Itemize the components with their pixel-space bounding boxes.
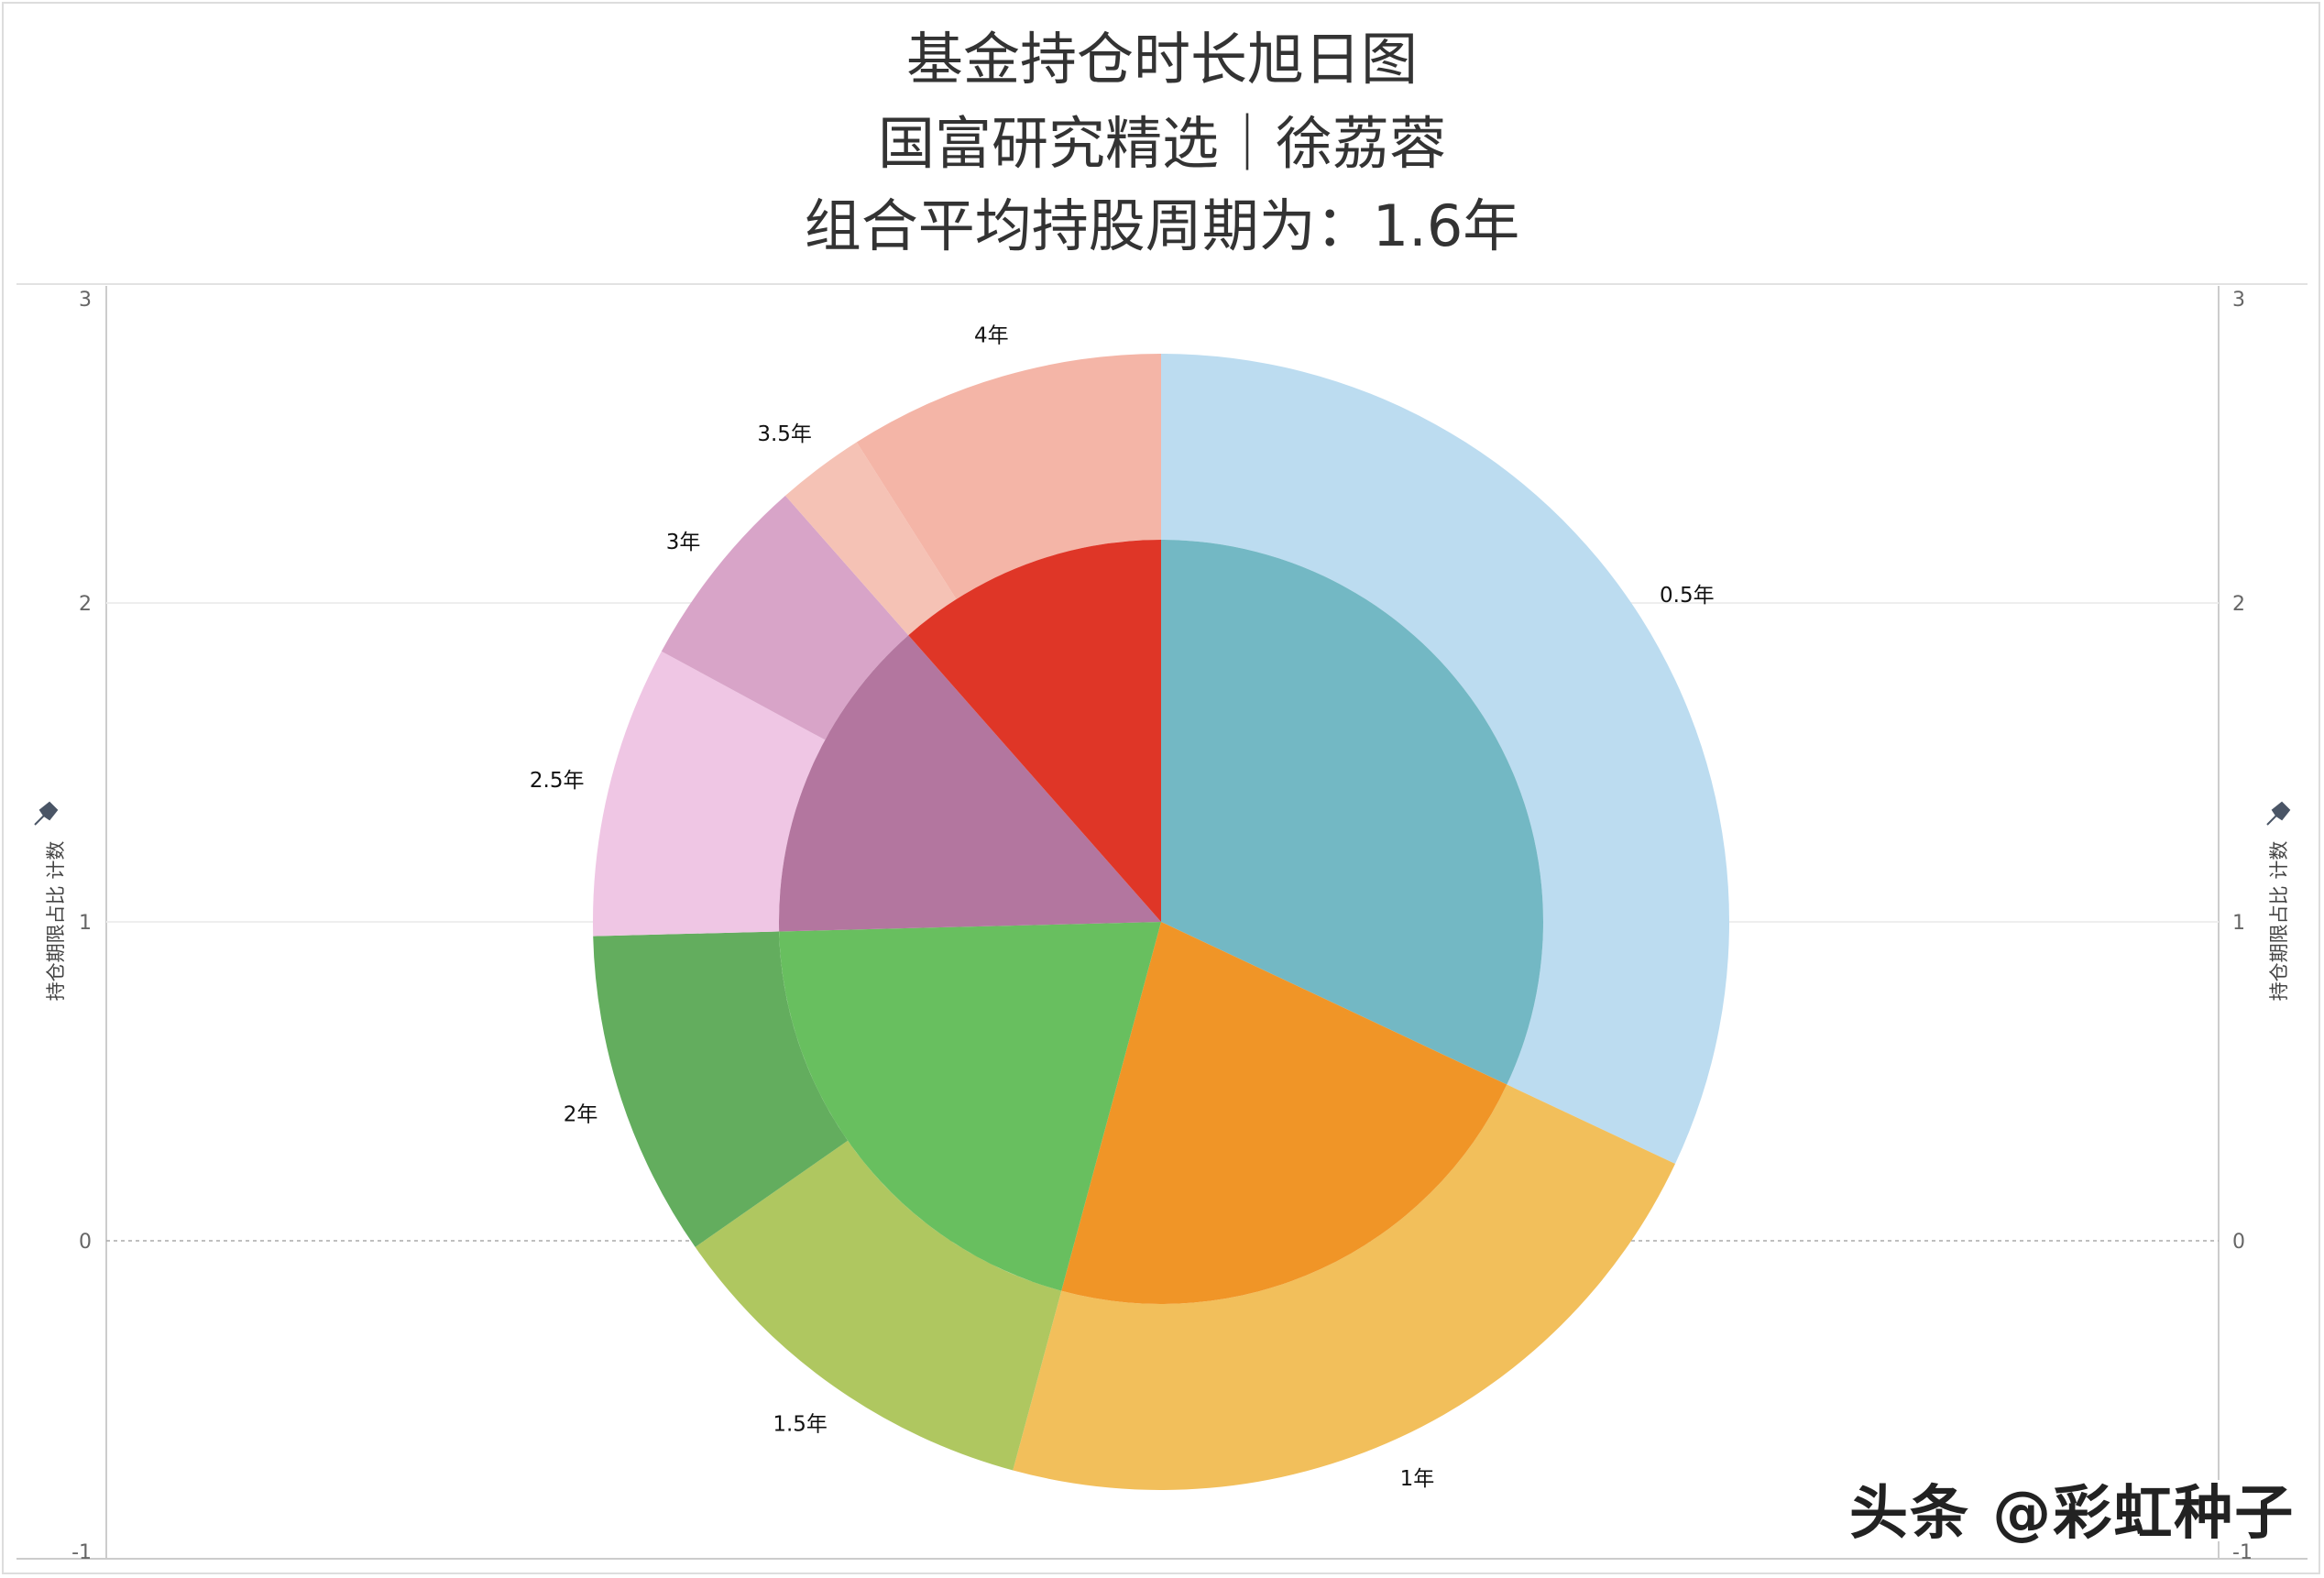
- chart-subtitle-period: 组合平均持股周期为：1.6年: [804, 192, 1520, 259]
- left-pin-icon: [34, 801, 59, 826]
- left-tick-label: 3: [79, 289, 92, 312]
- outer-ring-segment: [661, 495, 909, 740]
- inner-ring-segment: [779, 922, 1161, 1291]
- right-axis-title: 持仓期限占比 计数: [2268, 840, 2290, 1002]
- outer-ring-segment: [784, 442, 957, 636]
- right-tick-label: 2: [2232, 593, 2245, 616]
- right-tick-label: 1: [2232, 912, 2245, 935]
- segment-label: 4年: [974, 324, 1009, 348]
- inner-ring-segment: [1061, 922, 1507, 1304]
- watermark: 头条 @彩虹种子: [1849, 1480, 2296, 1548]
- segment-label: 1年: [1400, 1467, 1435, 1491]
- segment-label: 3年: [666, 531, 701, 554]
- segment-label: 2.5年: [530, 769, 585, 793]
- outer-ring-segment: [695, 1140, 1062, 1471]
- chart-subtitle-fund: 国富研究精选｜徐荔蓉: [877, 110, 1446, 177]
- outer-ring-segment: [1013, 1084, 1675, 1490]
- segment-label: 1.5年: [773, 1413, 828, 1437]
- segment-label: 2年: [564, 1102, 598, 1126]
- inner-ring-segment: [1161, 540, 1543, 1085]
- left-axis-title: 持仓期限占比 计数: [45, 840, 67, 1002]
- inner-ring-segment: [908, 540, 1161, 922]
- right-tick-label: 0: [2232, 1231, 2245, 1254]
- segment-label: 0.5年: [1660, 584, 1715, 608]
- outer-ring-segment: [1161, 354, 1729, 1164]
- left-tick-label: -1: [71, 1541, 92, 1564]
- outer-ring-segment: [593, 931, 849, 1247]
- inner-ring-segment: [779, 635, 1161, 932]
- right-tick-label: -1: [2232, 1541, 2253, 1564]
- chart-title: 基金持仓时长旭日图: [905, 26, 1418, 93]
- outer-ring-segment: [593, 651, 826, 937]
- right-pin-icon: [2266, 801, 2291, 826]
- right-tick-label: 3: [2232, 289, 2245, 312]
- segment-label: 3.5年: [757, 422, 812, 446]
- left-tick-label: 0: [79, 1231, 92, 1254]
- left-tick-label: 2: [79, 593, 92, 616]
- left-tick-label: 1: [79, 912, 92, 935]
- outer-ring-segment: [856, 354, 1161, 599]
- title-divider: [16, 283, 2308, 285]
